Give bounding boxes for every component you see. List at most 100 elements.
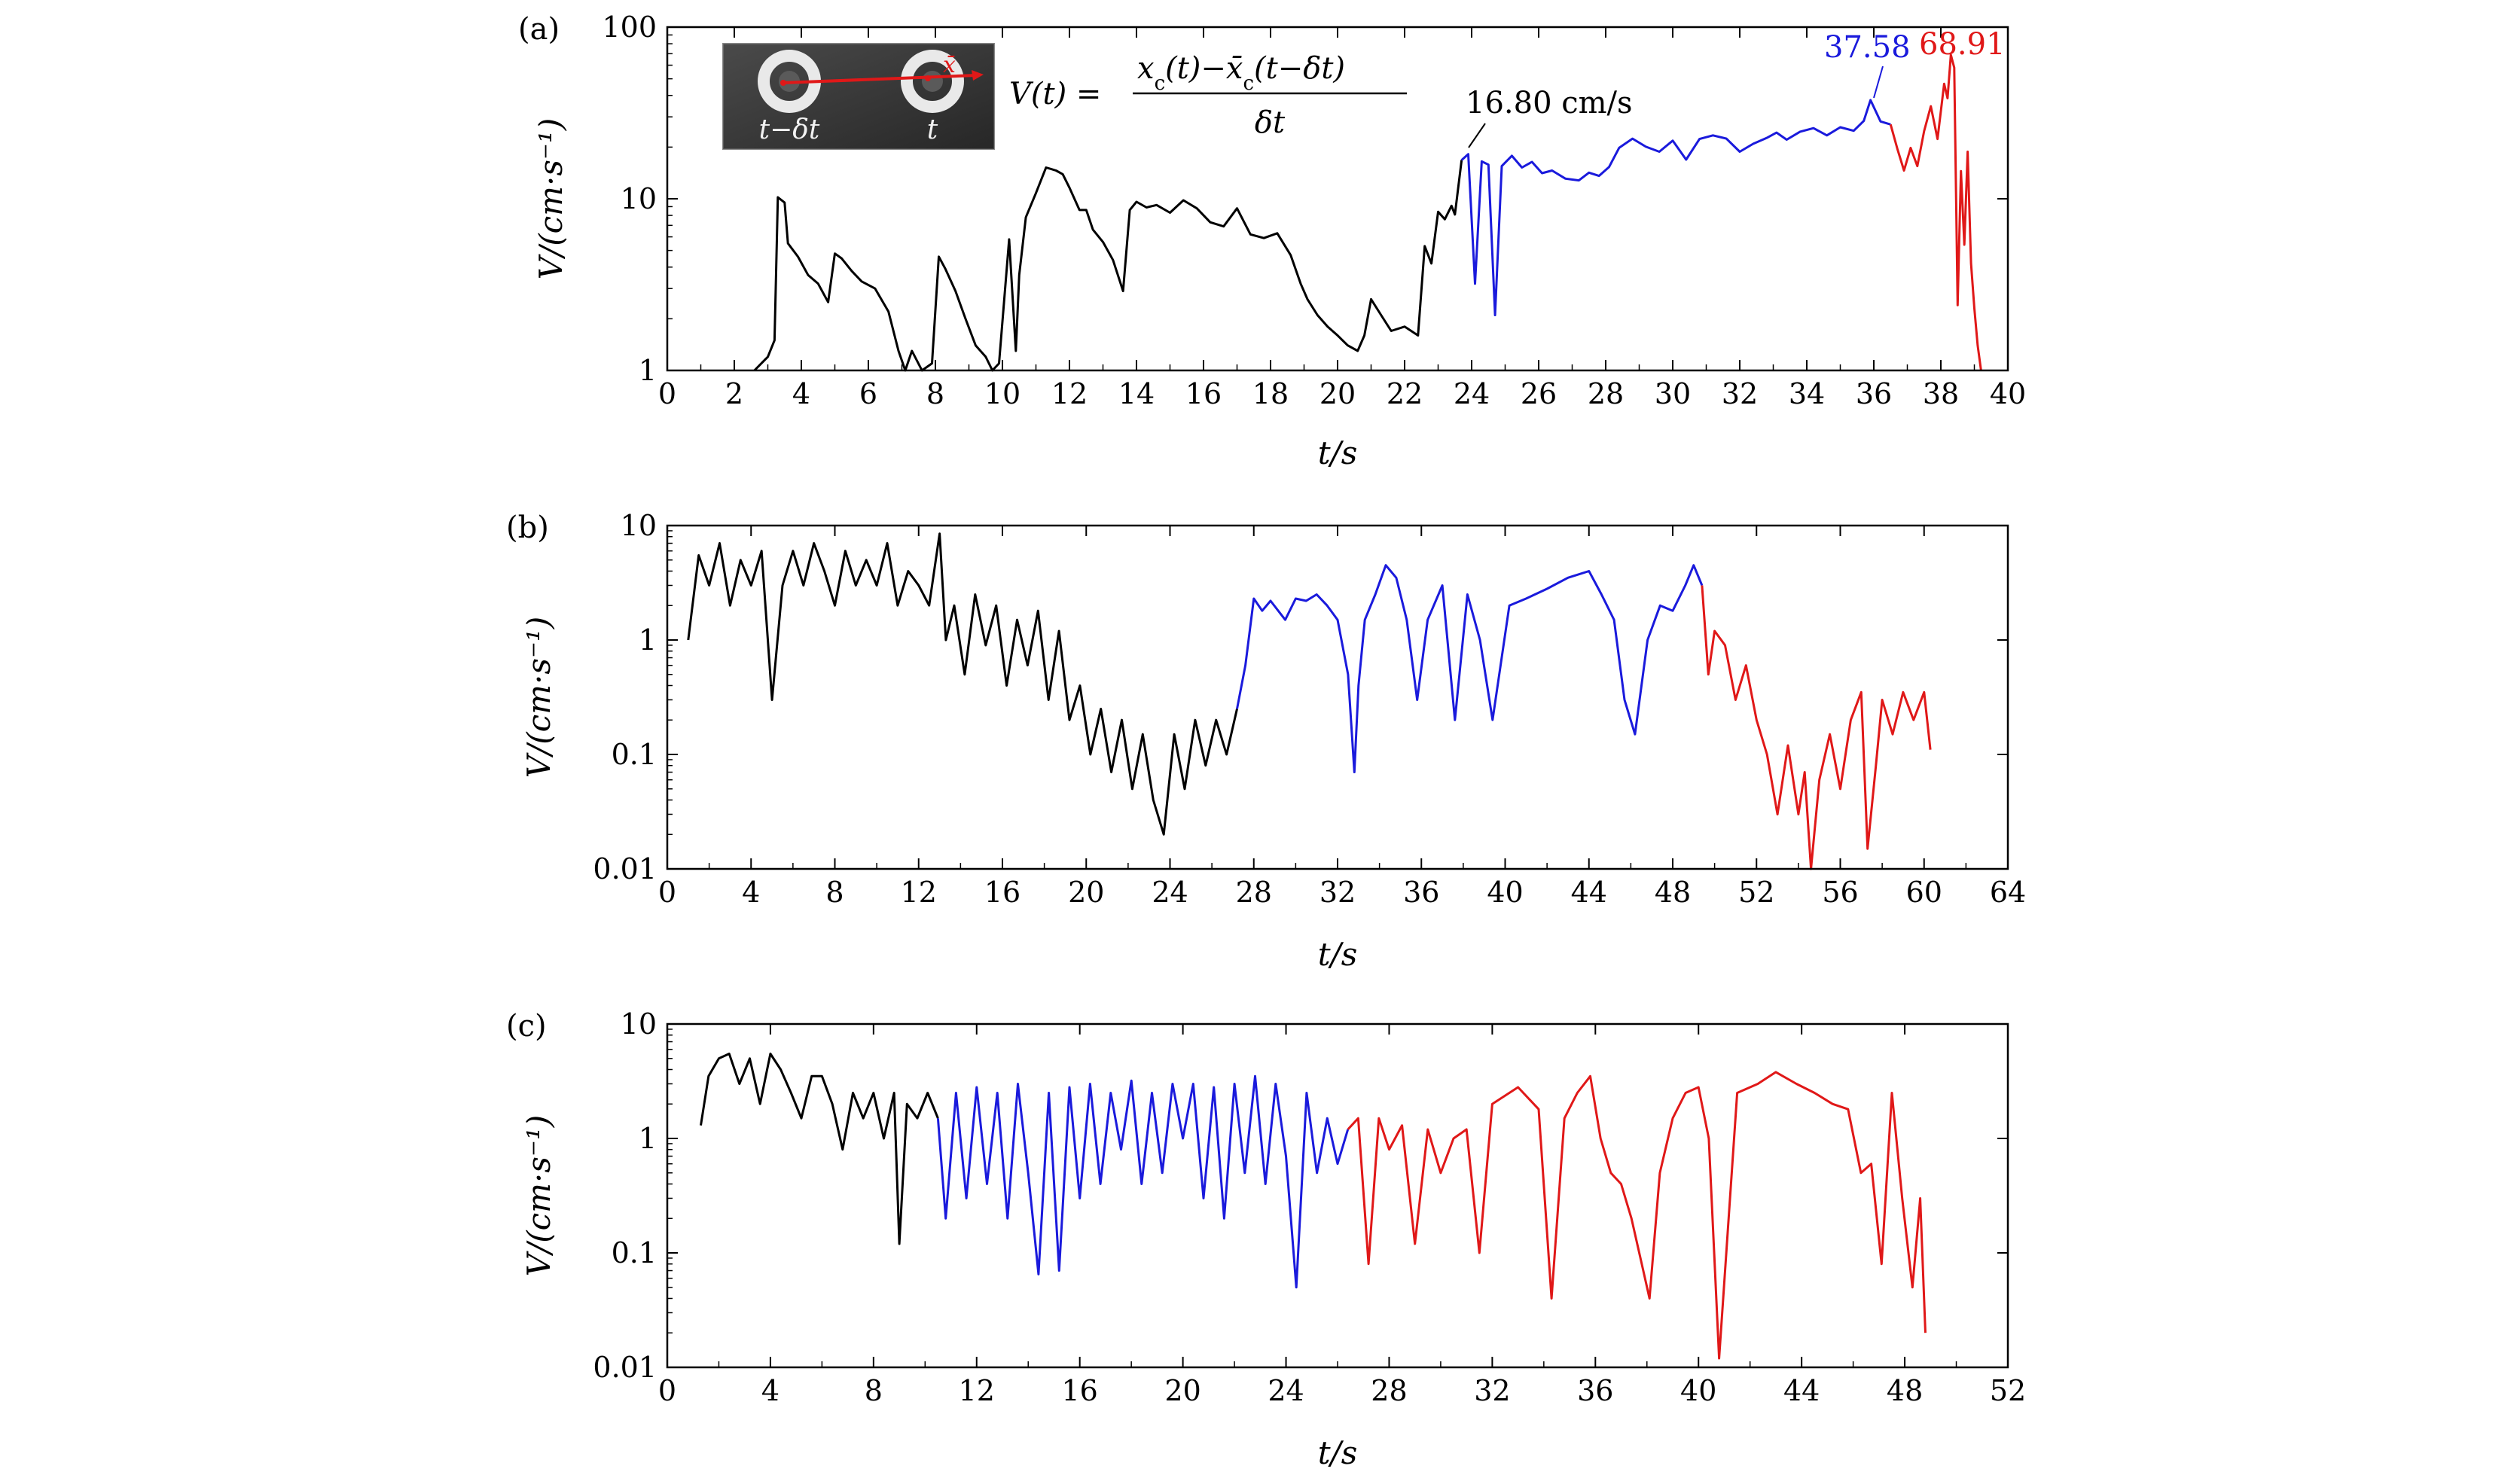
series-line-2 (936, 1074, 1350, 1289)
panel-a-label: (a) (518, 12, 560, 47)
velocity-formula: V(t) = xc(t)−x̄c(t−δt) δt (1009, 51, 1407, 140)
series-line-2 (1236, 564, 1704, 773)
panel-a-ylabel: V/(cm·s⁻¹) (532, 118, 569, 280)
x-tick-label: 44 (1571, 876, 1607, 909)
y-tick-label: 100 (602, 11, 657, 44)
y-tick-label: 1 (639, 354, 657, 387)
x-tick-label: 16 (984, 876, 1021, 909)
series-line-3 (1347, 1071, 1927, 1360)
annotation-37-58: 37.58 (1824, 30, 1911, 65)
x-tick-label: 0 (658, 1374, 676, 1407)
x-tick-label: 2 (725, 377, 743, 410)
x-tick-label: 28 (1371, 1374, 1407, 1407)
x-tick-label: 14 (1118, 377, 1155, 410)
inset-label-left: t−δt (759, 114, 820, 145)
x-tick-label: 30 (1655, 377, 1691, 410)
panel-a: (a) 0 2 4 6 8 10 12 14 16 18 20 22 24 26 28 30 32 34 36 38 4… (518, 11, 2026, 471)
series-line-3 (1701, 585, 1932, 870)
x-tick-label: 26 (1521, 377, 1557, 410)
panel-b-ylabel: V/(cm·s⁻¹) (520, 617, 557, 779)
x-tick-label: 36 (1577, 1374, 1613, 1407)
svg-text:xc(t)−x̄c(t−δt): xc(t)−x̄c(t−δt) (1137, 51, 1345, 95)
x-tick-label: 52 (1990, 1374, 2026, 1407)
x-tick-label: 64 (1990, 876, 2026, 909)
x-tick-label: 20 (1068, 876, 1104, 909)
panel-b-ticks: 0 4 8 12 16 20 24 28 32 36 40 44 48 52 56 60 640.010.111… (593, 509, 2026, 909)
x-tick-label: 16 (1185, 377, 1222, 410)
series-line-2 (1460, 99, 1891, 316)
x-tick-label: 24 (1152, 876, 1188, 909)
x-tick-label: 44 (1783, 1374, 1820, 1407)
x-tick-label: 12 (901, 876, 937, 909)
particle-ring-right (901, 50, 964, 113)
series-line-1 (687, 532, 1238, 836)
panel-c-xlabel: t/s (1318, 1434, 1358, 1471)
annotation-37-58-arrow (1873, 66, 1884, 99)
y-tick-label: 10 (621, 182, 657, 215)
x-tick-label: 56 (1822, 876, 1858, 909)
x-tick-label: 8 (825, 876, 844, 909)
displacement-arrow (783, 74, 977, 84)
panel-b: (b) 0 4 8 12 16 20 24 28 32 36 40 44 48 52 56 60 640.010… (506, 509, 2026, 973)
x-tick-label: 0 (658, 876, 676, 909)
y-tick-label: 0.1 (612, 738, 657, 771)
series-line-3 (1889, 53, 1982, 371)
x-tick-label: 32 (1319, 876, 1356, 909)
panel-b-frame (666, 524, 2009, 870)
panel-a-ticks: 0 2 4 6 8 10 12 14 16 18 20 22 24 26 28 30 32 34 36 38 40110… (602, 11, 2026, 410)
panel-a-frame (666, 26, 2009, 372)
x-tick-label: 20 (1164, 1374, 1201, 1407)
svg-text:x̄: x̄ (943, 52, 956, 78)
x-tick-label: 10 (984, 377, 1021, 410)
y-tick-label: 10 (621, 509, 657, 542)
x-tick-label: 6 (859, 377, 877, 410)
panel-a-series (753, 53, 1982, 372)
y-tick-label: 1 (639, 1122, 657, 1155)
x-tick-label: 32 (1722, 377, 1758, 410)
panel-b-label: (b) (506, 510, 549, 545)
x-tick-label: 8 (865, 1374, 883, 1407)
y-tick-label: 0.1 (612, 1236, 657, 1269)
panel-a-xlabel: t/s (1318, 434, 1358, 471)
y-tick-label: 0.01 (593, 1351, 657, 1384)
panel-c-series (700, 1053, 1927, 1360)
annotation-16-80-arrow (1468, 123, 1486, 148)
svg-text:δt: δt (1255, 105, 1286, 140)
panel-c-frame (666, 1022, 2009, 1369)
x-tick-label: 24 (1454, 377, 1490, 410)
x-tick-label: 4 (792, 377, 810, 410)
x-tick-label: 52 (1738, 876, 1774, 909)
x-tick-label: 40 (1487, 876, 1523, 909)
series-line-1 (700, 1053, 939, 1245)
series-line-1 (753, 160, 1463, 372)
x-tick-label: 48 (1655, 876, 1691, 909)
panel-a-annotations: 16.80 cm/s 37.58 68.91 (1466, 27, 2006, 148)
x-tick-label: 4 (742, 876, 760, 909)
x-tick-label: 12 (959, 1374, 995, 1407)
panel-c-ylabel: V/(cm·s⁻¹) (520, 1115, 557, 1277)
x-tick-label: 48 (1887, 1374, 1923, 1407)
panel-b-xlabel: t/s (1318, 936, 1358, 973)
y-tick-label: 1 (639, 623, 657, 657)
inset-image: x̄ t−δt t (722, 43, 995, 150)
inset-label-right: t (927, 114, 938, 145)
x-tick-label: 36 (1856, 377, 1892, 410)
x-tick-label: 38 (1923, 377, 1959, 410)
panel-c-label: (c) (506, 1009, 547, 1044)
panel-b-series (687, 532, 1932, 870)
x-tick-label: 28 (1588, 377, 1624, 410)
x-tick-label: 36 (1403, 876, 1439, 909)
y-tick-label: 0.01 (593, 852, 657, 885)
x-tick-label: 12 (1051, 377, 1088, 410)
x-tick-label: 8 (926, 377, 944, 410)
y-tick-label: 10 (621, 1007, 657, 1041)
x-tick-label: 0 (658, 377, 676, 410)
x-tick-label: 34 (1789, 377, 1825, 410)
x-tick-label: 40 (1990, 377, 2026, 410)
x-tick-label: 28 (1236, 876, 1272, 909)
x-tick-label: 60 (1906, 876, 1942, 909)
x-tick-label: 40 (1680, 1374, 1716, 1407)
x-tick-label: 20 (1319, 377, 1356, 410)
